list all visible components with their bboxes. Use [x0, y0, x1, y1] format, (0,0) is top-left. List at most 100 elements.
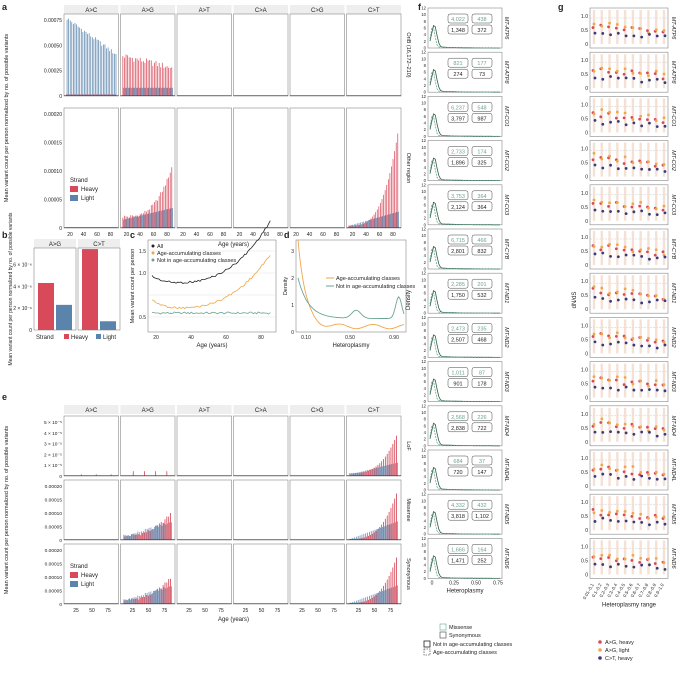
bar-light [104, 44, 106, 96]
count-box [471, 13, 493, 24]
bar-heavy [378, 206, 380, 228]
point-ag-heavy [614, 247, 618, 251]
legend-dot [598, 648, 602, 652]
count-box [471, 234, 493, 245]
ci-bar [655, 452, 658, 486]
bar-heavy [107, 94, 108, 96]
point-ct-heavy [609, 163, 612, 167]
count-value: 1,750 [451, 293, 465, 299]
facet-frame [176, 13, 232, 97]
bar-light [168, 208, 170, 228]
y-tick: 6 [424, 158, 427, 163]
gene-label: MT-ND3 [670, 371, 676, 392]
bar-heavy [127, 216, 128, 228]
density-line [429, 158, 500, 181]
point-ag-light [647, 473, 650, 476]
bar-heavy [394, 439, 396, 476]
bar-heavy [153, 590, 155, 604]
point-ag-light [647, 74, 650, 78]
y-tick: 8 [424, 505, 427, 510]
y-tick: 0.00020 [44, 112, 62, 118]
ci-bar [639, 231, 642, 265]
ci-bar [631, 452, 635, 486]
bar-light [154, 590, 156, 604]
row-label: OriB (16,172–210) [405, 32, 411, 77]
bar-heavy [91, 94, 92, 96]
bar-heavy [125, 535, 127, 540]
bar-light [150, 591, 152, 604]
bar-heavy [83, 94, 85, 96]
bar-light [391, 213, 393, 228]
x-tick: 60 [94, 232, 100, 238]
bar-heavy [157, 588, 158, 604]
y-tick: 0.5 [581, 382, 588, 388]
facet-frame [176, 479, 232, 541]
point-ag-heavy [614, 116, 618, 120]
count-box [471, 544, 493, 554]
point-ag-light [654, 557, 658, 560]
bar-light [170, 586, 172, 604]
y-tick: 0.5 [581, 426, 588, 432]
bar-light [129, 535, 131, 540]
point-ag-light [639, 161, 643, 164]
y-tick: 2 × 10⁻⁶ [13, 306, 32, 312]
bar-heavy [131, 57, 133, 96]
point-ct-heavy [655, 477, 659, 481]
ci-bar [647, 275, 650, 310]
bar-light [352, 224, 354, 228]
x-tick: 40 [81, 232, 87, 238]
y-tick: 0.00015 [45, 562, 63, 568]
ci-bar [608, 407, 611, 442]
bar-light [162, 210, 164, 228]
bar-heavy [169, 172, 171, 228]
bar-heavy [142, 533, 143, 540]
bar-heavy [353, 472, 355, 476]
point-ct-heavy [601, 77, 605, 81]
bar-heavy [395, 142, 397, 228]
bar-heavy [394, 498, 396, 540]
facet-frame [233, 107, 289, 229]
point-ag-light [647, 336, 650, 340]
point-ag-light [615, 69, 619, 73]
ci-bar [623, 98, 627, 133]
bar-light [110, 474, 112, 476]
y-axis-label: Mean variant count per person normalized… [4, 34, 10, 202]
bar-heavy [358, 538, 360, 540]
count-value: 2,568 [451, 415, 465, 421]
bar-heavy [354, 225, 356, 228]
point-ct-heavy [593, 163, 597, 167]
point-ct-heavy [663, 255, 667, 259]
bar-heavy [151, 594, 153, 604]
bar-heavy [368, 599, 369, 604]
count-value: 325 [477, 161, 486, 167]
count-value: 821 [453, 61, 462, 67]
count-box [447, 201, 469, 212]
bar-heavy [138, 216, 139, 228]
bar-light [96, 39, 98, 96]
point-ct-heavy [609, 430, 612, 434]
point-ag-light [592, 22, 596, 26]
count-value: 364 [477, 194, 486, 200]
count-box [447, 466, 469, 477]
point-ct-heavy [632, 388, 636, 392]
point-ag-heavy [622, 470, 626, 474]
column-label: A>C [85, 8, 98, 14]
point-ct-heavy [648, 523, 651, 527]
bar-light [361, 598, 363, 604]
count-box [447, 245, 469, 256]
x-axis-label: Strand [36, 335, 54, 341]
count-box [447, 378, 469, 388]
gene-label: MT-CYB [503, 239, 509, 260]
bar-light [170, 522, 172, 540]
bar-light [383, 215, 385, 228]
bar-heavy [364, 471, 366, 476]
bar-heavy [141, 213, 143, 228]
legend-box [439, 631, 447, 639]
bar-heavy [135, 58, 136, 96]
point-ag-light [600, 417, 604, 421]
column-label: C>A [255, 408, 267, 414]
bar-light [115, 53, 117, 96]
ci-bar [639, 54, 642, 89]
legend-item: Heavy [81, 187, 98, 193]
point-ct-heavy [640, 167, 644, 171]
